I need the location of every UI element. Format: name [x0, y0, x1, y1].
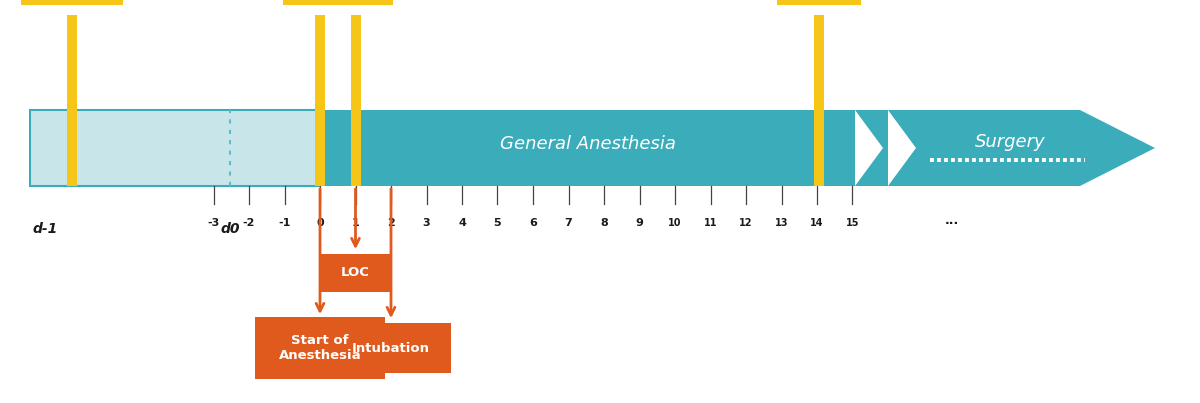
Bar	[331, 323, 451, 373]
Bar	[320, 110, 854, 186]
Text: 8: 8	[600, 218, 608, 228]
Text: Surgery: Surgery	[974, 133, 1045, 151]
Bar	[30, 110, 320, 186]
Text: 15: 15	[846, 218, 859, 228]
Text: 2: 2	[388, 218, 395, 228]
Text: 7: 7	[565, 218, 572, 228]
Bar	[256, 317, 385, 379]
Text: 4: 4	[458, 218, 466, 228]
Text: -1: -1	[278, 218, 290, 228]
Bar	[283, 0, 358, 5]
Text: Intubation: Intubation	[352, 341, 430, 355]
Text: 9: 9	[636, 218, 643, 228]
Bar	[320, 254, 390, 292]
Bar	[856, 110, 1080, 186]
Text: 10: 10	[668, 218, 682, 228]
Polygon shape	[888, 110, 916, 186]
Text: d-1: d-1	[32, 222, 58, 236]
Text: 0: 0	[316, 218, 324, 228]
Text: 13: 13	[775, 218, 788, 228]
Text: 14: 14	[810, 218, 823, 228]
Bar	[67, 15, 77, 186]
Text: 5: 5	[493, 218, 502, 228]
Bar	[318, 0, 392, 5]
Bar	[350, 15, 360, 186]
Polygon shape	[856, 110, 883, 186]
Text: Start of
Anesthesia: Start of Anesthesia	[278, 334, 361, 362]
Text: 6: 6	[529, 218, 536, 228]
Bar	[778, 0, 860, 5]
Text: 3: 3	[422, 218, 431, 228]
Bar	[814, 15, 824, 186]
Text: ...: ...	[944, 214, 959, 227]
Bar	[22, 0, 122, 5]
Bar	[316, 15, 325, 186]
Text: 1: 1	[352, 218, 359, 228]
Text: General Anesthesia: General Anesthesia	[499, 135, 676, 153]
Text: LOC: LOC	[341, 266, 370, 280]
Text: 11: 11	[703, 218, 718, 228]
Text: 12: 12	[739, 218, 752, 228]
Text: d0: d0	[221, 222, 240, 236]
Polygon shape	[1080, 110, 1154, 186]
Text: -3: -3	[208, 218, 220, 228]
Text: -2: -2	[242, 218, 256, 228]
